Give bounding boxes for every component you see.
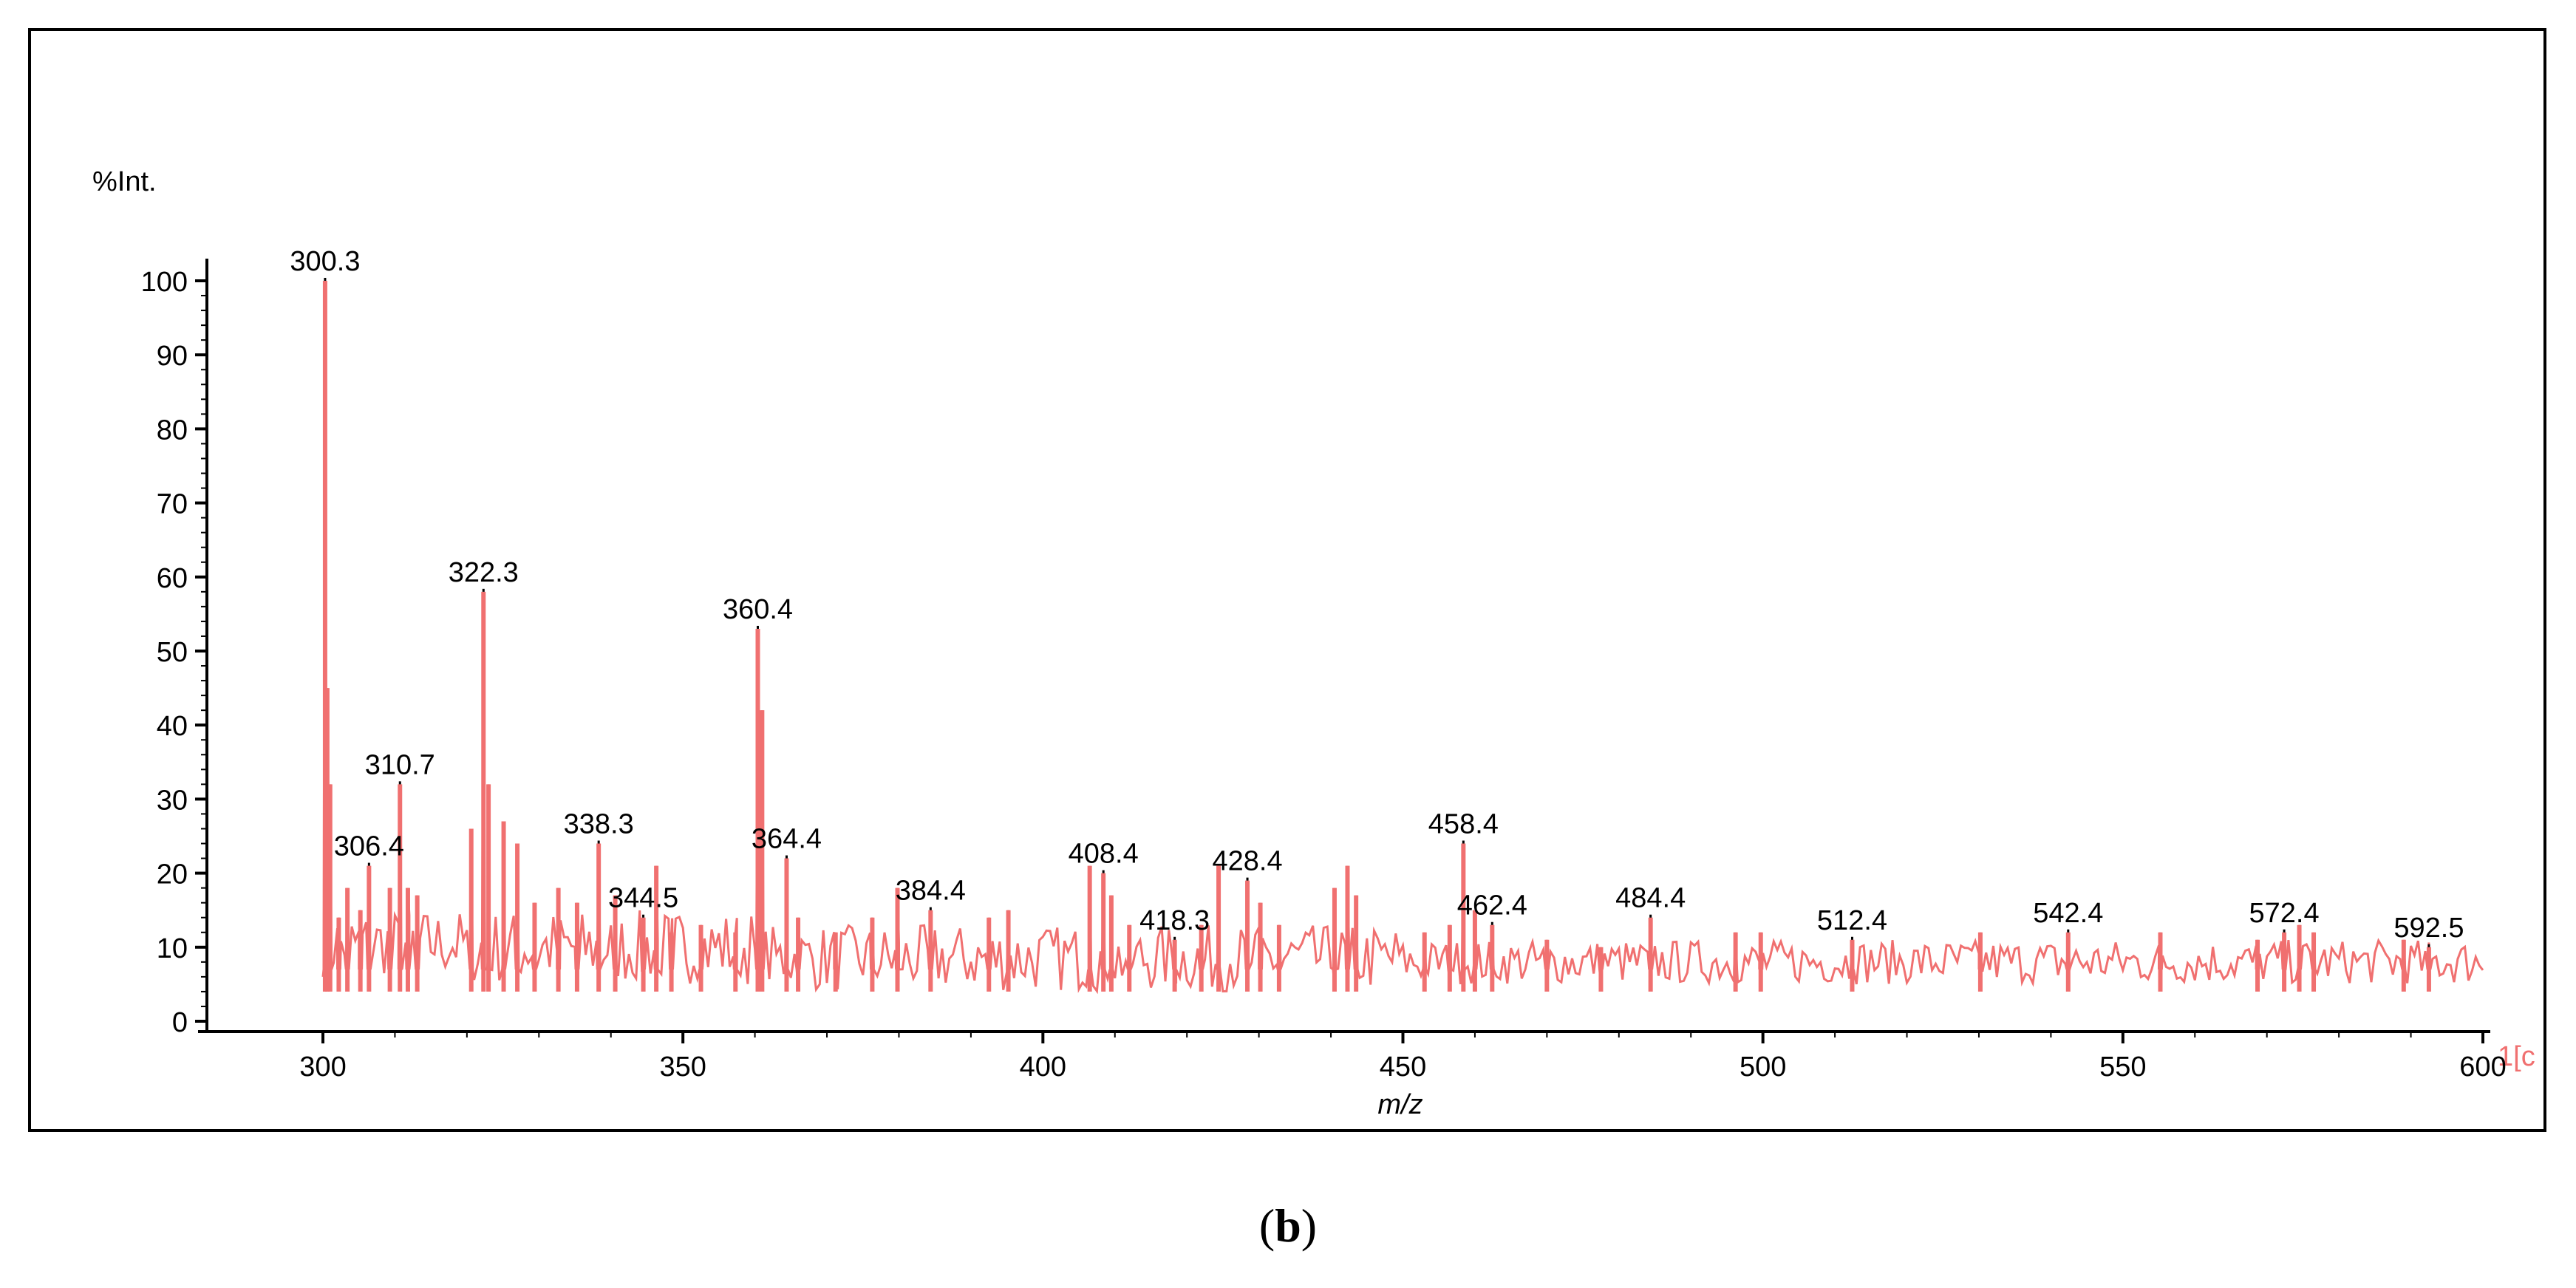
peak-label: 572.4: [2249, 898, 2320, 929]
caption-close: ): [1301, 1199, 1317, 1252]
y-tick-label: 100: [141, 267, 188, 298]
x-tick-label: 350: [659, 1052, 706, 1083]
y-tick-label: 70: [157, 489, 188, 520]
x-tick-label: 500: [1740, 1052, 1786, 1083]
x-axis-label: m/z: [1377, 1089, 1422, 1120]
peak-label: 408.4: [1069, 839, 1139, 870]
peak-label: 364.4: [752, 824, 822, 855]
peak-label: 322.3: [449, 557, 519, 588]
figure-caption: (b): [0, 1199, 2576, 1253]
peak-label: 338.3: [564, 809, 634, 840]
peak-label: 428.4: [1212, 846, 1282, 877]
peak-label: 512.4: [1817, 905, 1887, 936]
y-tick-label: 60: [157, 563, 188, 594]
peak-label: 310.7: [365, 749, 435, 780]
peak-label: 360.4: [723, 594, 793, 625]
peak-label: 306.4: [334, 831, 404, 862]
peak-label: 458.4: [1428, 809, 1499, 840]
peak-label: 344.5: [608, 883, 678, 914]
mass-spectrum-chart: %Int. m/z 1[c 0102030405060708090100300 3…: [0, 0, 2576, 1288]
x-tick-label: 450: [1380, 1052, 1426, 1083]
peak-label: 592.5: [2393, 913, 2464, 944]
peak-label: 384.4: [896, 876, 966, 907]
peak-label: 462.4: [1457, 890, 1527, 921]
x-tick-label: 400: [1020, 1052, 1066, 1083]
caption-letter: b: [1275, 1199, 1301, 1252]
peak-labels: 300.3 306.4 310.7 322.3 338.3 344.5 360.4 364.4…: [290, 246, 2464, 947]
x-tick-label: 550: [2099, 1052, 2146, 1083]
peak-label: 484.4: [1615, 883, 1686, 914]
peak-label: 418.3: [1139, 905, 1210, 936]
y-tick-label: 10: [157, 933, 188, 964]
y-tick-label: 0: [172, 1007, 188, 1038]
y-axis-label: %Int.: [92, 166, 157, 197]
x-tick-label: 300: [299, 1052, 346, 1083]
y-tick-label: 40: [157, 711, 188, 742]
y-tick-label: 30: [157, 785, 188, 816]
y-tick-label: 80: [157, 415, 188, 446]
peak-label: 542.4: [2033, 898, 2103, 929]
x-tick-label: 600: [2459, 1052, 2506, 1083]
y-tick-label: 20: [157, 859, 188, 890]
y-tick-label: 50: [157, 637, 188, 668]
caption-open: (: [1259, 1199, 1275, 1252]
y-tick-label: 90: [157, 341, 188, 372]
axes: 0 10 20 30 40 50 60 70 80 90 100 300 350 400 450 500 550…: [141, 259, 2507, 1083]
peak-label: 300.3: [290, 246, 360, 277]
